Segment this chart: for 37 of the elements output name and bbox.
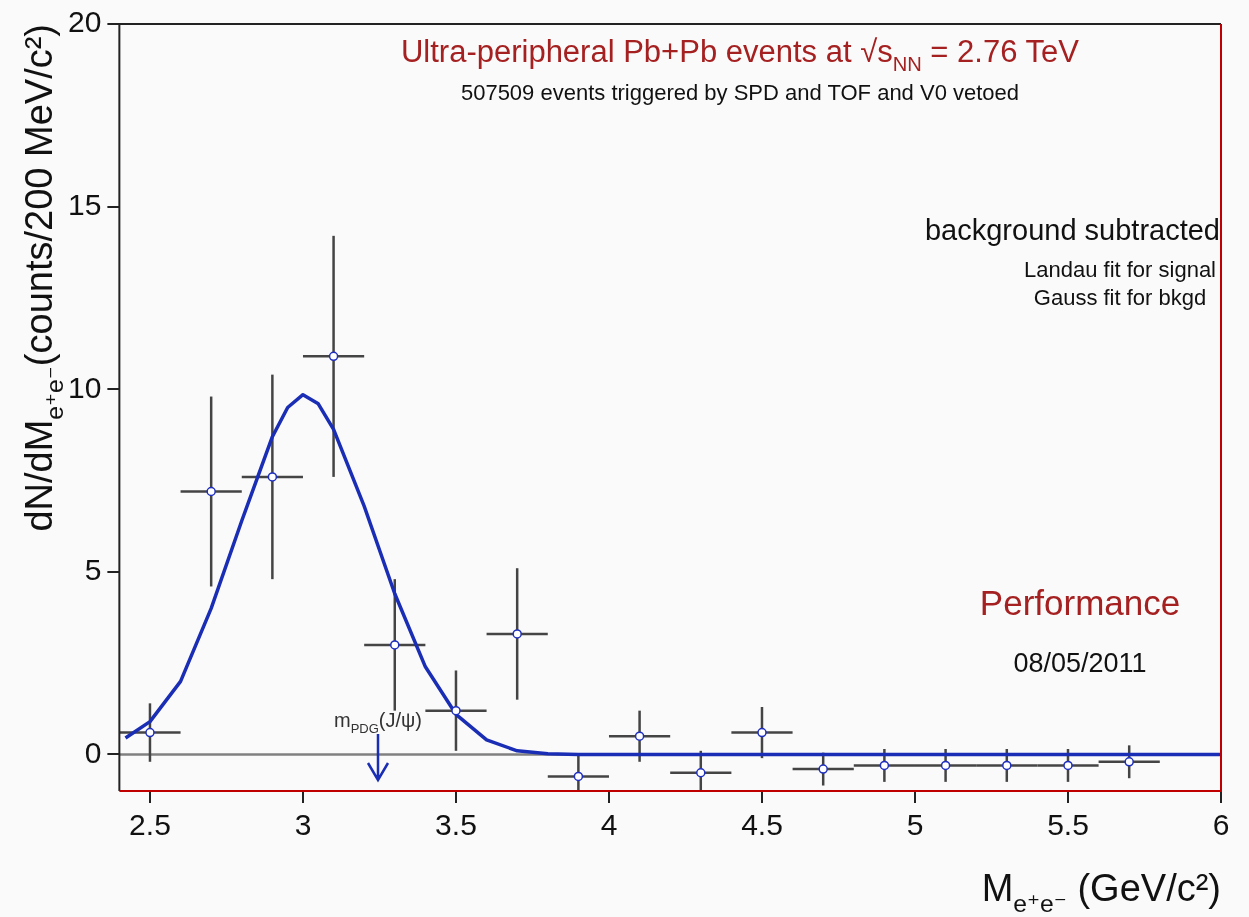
point [1002, 760, 1012, 771]
point [512, 629, 522, 639]
text: 507509 events triggered by SPD and TOF and V0 vetoed [460, 80, 1020, 105]
annotation: 08/05/2011 [1013, 648, 1147, 678]
point [145, 727, 155, 738]
x-tick-label: 3 [294, 808, 312, 842]
point [940, 760, 951, 771]
y-tick-label: 5 [84, 553, 102, 587]
point [634, 731, 645, 741]
y-tick-label: 0 [84, 735, 102, 769]
point [451, 705, 461, 716]
point [206, 486, 216, 497]
point [1124, 757, 1134, 767]
point [818, 764, 828, 774]
annotation: Gauss fit for bkgd [1033, 285, 1207, 310]
x-tick-label: 4 [600, 808, 618, 842]
x-tick-label: 2.5 [129, 808, 171, 842]
point [757, 727, 767, 738]
point [267, 472, 278, 482]
y-tick-label: 20 [67, 5, 102, 39]
y-tick-label: 10 [67, 370, 102, 404]
x-tick-label: 4.5 [741, 808, 783, 842]
x-tick-label: 5.5 [1047, 808, 1089, 842]
point [390, 640, 400, 650]
x-tick-label: 5 [906, 808, 924, 842]
annotation: Landau fit for signal [1023, 257, 1217, 282]
y-tick-label: 15 [67, 187, 102, 221]
point [1063, 760, 1073, 771]
x-tick-label: 3.5 [435, 808, 477, 842]
point [328, 351, 339, 362]
point [573, 771, 584, 782]
x-tick-label: 6 [1212, 808, 1230, 842]
point [696, 767, 706, 778]
annotation: background subtracted [924, 214, 1220, 246]
annotation: Performance [979, 583, 1181, 622]
point [879, 760, 890, 771]
y-axis-title: dN/dMe⁺e⁻(counts/200 MeV/c²) [18, 23, 69, 532]
